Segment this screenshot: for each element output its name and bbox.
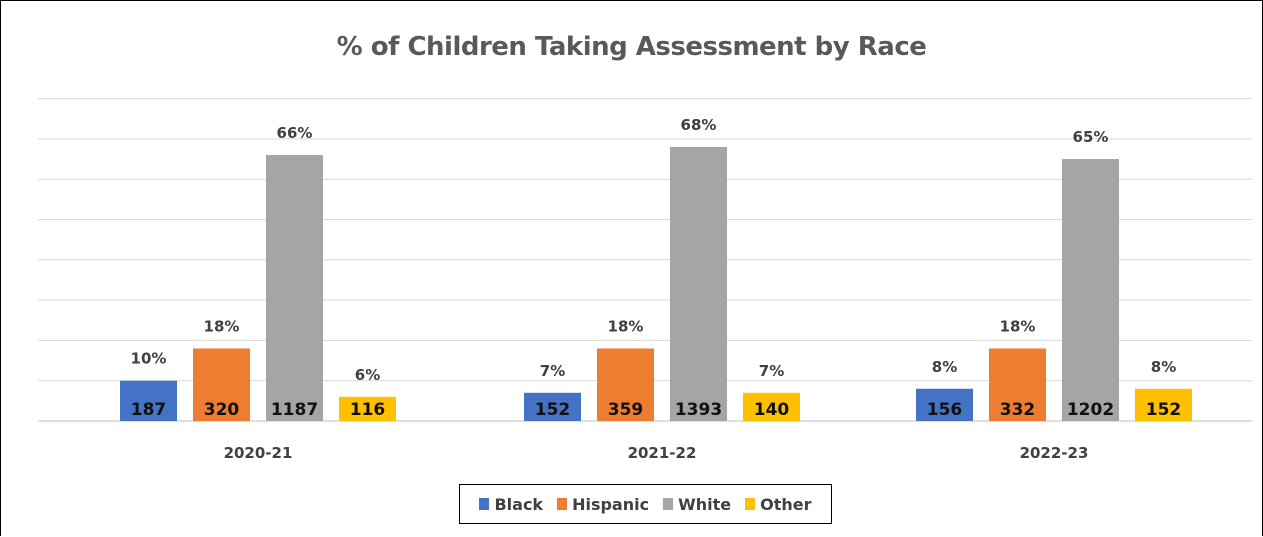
data-label-percent: 18% — [204, 317, 240, 335]
legend-label: Other — [760, 494, 812, 514]
data-label-percent: 7% — [540, 362, 565, 380]
x-tick-label: 2021-22 — [628, 444, 697, 462]
legend-item-black: Black — [479, 495, 543, 514]
data-label-count: 156 — [927, 400, 963, 420]
legend-swatch — [663, 498, 674, 510]
data-label-count: 152 — [1146, 400, 1182, 420]
data-label-percent: 8% — [1151, 358, 1176, 376]
data-label-count: 116 — [350, 400, 386, 420]
chart-legend: Black Hispanic White Other — [459, 484, 832, 524]
bar-other-2022-23 — [1135, 388, 1192, 421]
bar-other-2020-21 — [339, 396, 396, 421]
legend-swatch — [557, 498, 568, 510]
bar-black-2020-21 — [120, 380, 177, 421]
bar-white-2020-21 — [266, 155, 323, 421]
x-tick-label: 2020-21 — [224, 444, 293, 462]
data-label-count: 187 — [131, 400, 167, 420]
bar-hispanic-2020-21 — [193, 348, 250, 421]
chart-title: % of Children Taking Assessment by Race — [336, 32, 927, 62]
data-label-percent: 65% — [1073, 128, 1109, 146]
bar-hispanic-2022-23 — [989, 348, 1046, 421]
data-label-count: 1187 — [271, 400, 318, 420]
legend-label: White — [678, 494, 732, 514]
data-label-count: 1202 — [1067, 400, 1114, 420]
data-label-percent: 8% — [932, 358, 957, 376]
bar-other-2021-22 — [743, 392, 800, 421]
data-label-percent: 7% — [759, 362, 784, 380]
data-label-count: 140 — [754, 400, 790, 420]
data-label-percent: 10% — [131, 350, 167, 368]
data-label-percent: 18% — [1000, 317, 1036, 335]
legend-item-white: White — [663, 495, 731, 514]
bar-white-2021-22 — [670, 146, 727, 421]
bar-black-2022-23 — [916, 388, 973, 421]
data-label-count: 152 — [535, 400, 571, 420]
legend-label: Black — [494, 494, 544, 514]
bar-black-2021-22 — [524, 392, 581, 421]
bar-white-2022-23 — [1062, 159, 1119, 422]
data-label-percent: 6% — [355, 366, 380, 384]
legend-item-hispanic: Hispanic — [557, 495, 649, 514]
legend-item-other: Other — [745, 494, 812, 514]
data-label-percent: 18% — [608, 317, 644, 335]
data-label-count: 320 — [204, 400, 240, 420]
data-label-count: 1393 — [675, 400, 722, 420]
legend-swatch — [745, 498, 756, 510]
data-label-percent: 66% — [277, 124, 313, 142]
data-label-count: 332 — [1000, 400, 1036, 420]
data-label-count: 359 — [608, 400, 644, 420]
x-tick-label: 2022-23 — [1020, 444, 1089, 462]
data-label-percent: 68% — [681, 116, 717, 134]
legend-swatch — [479, 498, 490, 510]
bar-hispanic-2021-22 — [597, 348, 654, 421]
legend-label: Hispanic — [572, 494, 650, 514]
